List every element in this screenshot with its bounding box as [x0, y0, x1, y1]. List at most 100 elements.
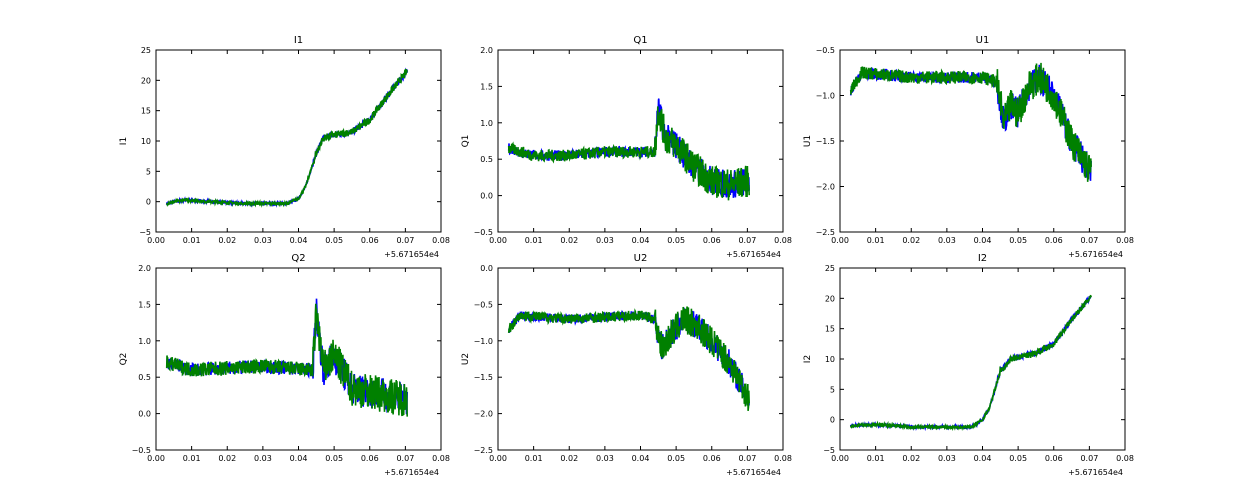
y-tick-label: 0 [146, 198, 151, 207]
series-green-line [166, 68, 408, 208]
y-tick-label: 1.0 [480, 119, 493, 128]
x-tick-label: 0.05 [325, 236, 343, 245]
y-tick-label: 15 [141, 107, 151, 116]
y-tick-label: −0.5 [816, 46, 835, 55]
y-tick-label: 1.5 [138, 300, 151, 309]
series-green-line [507, 106, 750, 201]
y-tick-label: 20 [825, 294, 835, 303]
y-tick-label: 0.5 [480, 155, 493, 164]
x-tick-label: 0.05 [667, 454, 685, 463]
x-tick-label: 0.03 [254, 454, 272, 463]
x-tick-label: 0.07 [738, 454, 756, 463]
x-tick-label: 0.02 [902, 236, 920, 245]
subplot-title: I1 [294, 35, 303, 46]
x-offset-label: +5.671654e4 [384, 250, 439, 259]
x-tick-label: 0.04 [632, 236, 650, 245]
y-axis-label: U1 [803, 135, 813, 147]
x-tick-label: 0.08 [432, 454, 450, 463]
subplot-q2: Q2 Q2 2.0 1.5 1.0 0.5 0.0 −0.50.00 0.01 0.02 0.03 0… [119, 253, 450, 477]
y-tick-label: 5 [830, 385, 835, 394]
x-offset-label: +5.671654e4 [726, 250, 781, 259]
y-tick-label: −5 [139, 228, 151, 237]
x-tick-label: 0.02 [560, 454, 578, 463]
subplot-u1: U1 U1 −0.5 −1.0 −1.5 −2.0 −2.50.00 0.01 0.02 0.03… [803, 35, 1134, 259]
y-tick-label: 0.0 [480, 264, 493, 273]
y-axis-label: U2 [461, 353, 471, 365]
y-tick-label: −5 [823, 446, 835, 455]
subplot-i2: I2 I2 25 20 15 10 5 0 −50.00 0.01 0.02 0.03 0.04 0.05… [803, 253, 1134, 477]
x-tick-label: 0.01 [867, 454, 885, 463]
x-tick-label: 0.03 [596, 454, 614, 463]
y-tick-label: −2.0 [816, 183, 835, 192]
x-tick-label: 0.05 [325, 454, 343, 463]
x-tick-label: 0.08 [1116, 454, 1134, 463]
x-tick-label: 0.06 [1045, 454, 1063, 463]
x-tick-label: 0.03 [938, 236, 956, 245]
x-tick-label: 0.05 [1009, 454, 1027, 463]
series-green-line [507, 306, 750, 411]
x-tick-label: 0.01 [525, 236, 543, 245]
x-tick-label: 0.06 [1045, 236, 1063, 245]
y-tick-label: −1.0 [816, 92, 835, 101]
axes-frame [155, 49, 442, 233]
subplot-title: I2 [978, 253, 987, 264]
y-tick-label: 0 [830, 416, 835, 425]
x-tick-label: 0.06 [703, 454, 721, 463]
y-tick-label: −0.5 [132, 446, 151, 455]
y-tick-label: 10 [141, 137, 151, 146]
x-tick-label: 0.02 [902, 454, 920, 463]
x-tick-label: 0.08 [774, 454, 792, 463]
subplot-u2: U2 U2 0.0 −0.5 −1.0 −1.5 −2.0 −2.50.00 0.01 0.02 0… [461, 253, 792, 477]
plot-area [849, 294, 1092, 432]
y-tick-label: 0.5 [138, 373, 151, 382]
y-tick-label: 25 [141, 46, 151, 55]
subplot-title: Q1 [633, 35, 647, 46]
y-tick-label: 2.0 [138, 264, 151, 273]
subplot-q1: Q1 Q1 2.0 1.5 1.0 0.5 0.0 −0.50.00 0.01 0.02 0.03 0… [461, 35, 792, 259]
y-tick-label: 25 [825, 264, 835, 273]
series-green-line [849, 294, 1092, 432]
x-tick-label: 0.03 [938, 454, 956, 463]
series-blue-line [507, 98, 750, 198]
x-tick-label: 0.07 [1080, 454, 1098, 463]
y-tick-label: 0.0 [138, 410, 151, 419]
x-tick-label: 0.06 [361, 236, 379, 245]
y-tick-label: 5 [146, 167, 151, 176]
x-tick-label: 0.04 [290, 454, 308, 463]
x-tick-label: 0.04 [974, 454, 992, 463]
y-axis-label: I2 [803, 355, 813, 363]
x-tick-label: 0.00 [489, 454, 507, 463]
series-green-line [165, 303, 408, 417]
x-tick-label: 0.01 [867, 236, 885, 245]
axes-frame [497, 49, 784, 233]
x-tick-label: 0.06 [703, 236, 721, 245]
series-green-line [849, 62, 1092, 182]
y-tick-label: 10 [825, 355, 835, 364]
subplot-title: Q2 [291, 253, 305, 264]
series-blue-line [849, 295, 1092, 432]
y-tick-label: −2.5 [474, 446, 493, 455]
y-tick-label: −1.0 [474, 337, 493, 346]
y-axis-label: Q1 [461, 135, 471, 148]
plot-area [849, 62, 1092, 182]
x-tick-label: 0.03 [254, 236, 272, 245]
x-offset-label: +5.671654e4 [1068, 468, 1123, 477]
x-tick-label: 0.00 [147, 454, 165, 463]
axes-frame [155, 267, 442, 451]
x-tick-label: 0.05 [1009, 236, 1027, 245]
x-tick-label: 0.07 [738, 236, 756, 245]
y-tick-label: −1.5 [474, 373, 493, 382]
x-tick-label: 0.05 [667, 236, 685, 245]
x-tick-label: 0.04 [290, 236, 308, 245]
x-tick-label: 0.00 [831, 236, 849, 245]
x-tick-label: 0.02 [218, 236, 236, 245]
x-tick-label: 0.08 [1116, 236, 1134, 245]
x-tick-label: 0.07 [396, 454, 414, 463]
x-tick-label: 0.03 [596, 236, 614, 245]
y-axis-label: I1 [119, 137, 129, 145]
y-tick-label: −2.0 [474, 410, 493, 419]
x-offset-label: +5.671654e4 [1068, 250, 1123, 259]
y-tick-label: 20 [141, 76, 151, 85]
